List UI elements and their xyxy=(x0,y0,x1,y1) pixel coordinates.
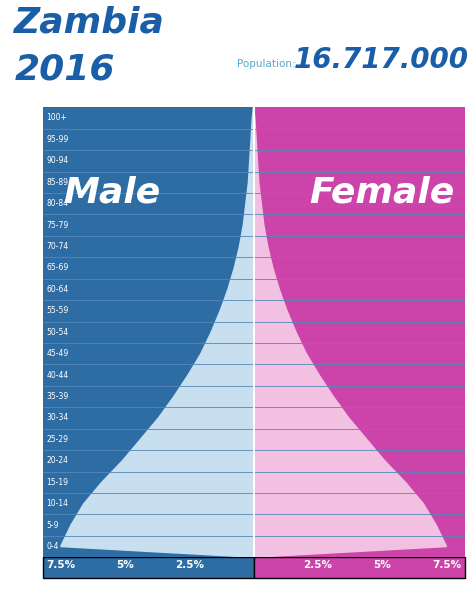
Bar xyxy=(254,386,465,407)
Text: 16.717.000: 16.717.000 xyxy=(294,46,469,73)
Bar xyxy=(43,493,254,514)
FancyBboxPatch shape xyxy=(254,557,465,578)
Text: 35-39: 35-39 xyxy=(46,392,69,401)
Text: 30-34: 30-34 xyxy=(46,414,69,423)
Text: Male: Male xyxy=(64,176,161,210)
Bar xyxy=(43,450,254,471)
Text: 90-94: 90-94 xyxy=(46,156,69,165)
Bar xyxy=(254,514,465,536)
Bar xyxy=(43,279,254,300)
Bar xyxy=(254,300,465,322)
Bar xyxy=(254,107,465,129)
Bar xyxy=(254,172,465,193)
Bar xyxy=(43,129,254,150)
Polygon shape xyxy=(254,107,447,557)
Bar xyxy=(254,364,465,386)
Bar xyxy=(43,343,254,364)
Bar xyxy=(43,322,254,343)
Text: 40-44: 40-44 xyxy=(46,371,69,380)
Bar xyxy=(254,471,465,493)
Text: 0-4: 0-4 xyxy=(46,542,59,551)
Bar xyxy=(43,172,254,193)
Text: Zambia: Zambia xyxy=(14,5,165,39)
Text: 100+: 100+ xyxy=(46,113,67,123)
Bar xyxy=(254,129,465,150)
Bar xyxy=(43,514,254,536)
Text: 45-49: 45-49 xyxy=(46,349,69,358)
Text: 70-74: 70-74 xyxy=(46,242,69,251)
Bar xyxy=(254,279,465,300)
Bar xyxy=(43,215,254,236)
Text: 55-59: 55-59 xyxy=(46,306,69,315)
Text: 75-79: 75-79 xyxy=(46,221,69,229)
Bar xyxy=(43,386,254,407)
Bar xyxy=(254,322,465,343)
Bar xyxy=(43,429,254,450)
Text: 25-29: 25-29 xyxy=(46,435,69,444)
Text: 5-9: 5-9 xyxy=(46,521,59,530)
Text: 15-19: 15-19 xyxy=(46,478,69,487)
Bar xyxy=(43,257,254,279)
Bar xyxy=(254,343,465,364)
Text: 50-54: 50-54 xyxy=(46,328,69,337)
Text: 65-69: 65-69 xyxy=(46,263,69,272)
Text: 80-84: 80-84 xyxy=(46,199,69,208)
Bar xyxy=(254,236,465,257)
Bar xyxy=(43,150,254,172)
Bar xyxy=(254,257,465,279)
Text: Population:: Population: xyxy=(237,59,296,69)
Bar xyxy=(254,429,465,450)
Bar xyxy=(43,236,254,257)
Bar xyxy=(254,407,465,429)
Bar xyxy=(43,107,254,129)
Text: 85-89: 85-89 xyxy=(46,178,69,187)
Bar xyxy=(254,450,465,471)
Bar xyxy=(43,300,254,322)
FancyBboxPatch shape xyxy=(43,557,254,578)
Bar xyxy=(43,536,254,557)
Text: 10-14: 10-14 xyxy=(46,499,69,508)
Text: Female: Female xyxy=(310,176,455,210)
Bar xyxy=(254,536,465,557)
Text: 95-99: 95-99 xyxy=(46,135,69,144)
Bar xyxy=(254,215,465,236)
Bar xyxy=(254,193,465,215)
Text: 60-64: 60-64 xyxy=(46,285,69,294)
Bar xyxy=(43,364,254,386)
Polygon shape xyxy=(61,107,254,557)
Bar xyxy=(43,193,254,215)
Bar xyxy=(43,407,254,429)
Bar xyxy=(254,150,465,172)
Bar xyxy=(43,471,254,493)
Bar xyxy=(254,493,465,514)
Text: 20-24: 20-24 xyxy=(46,457,69,465)
Text: 2016: 2016 xyxy=(14,52,115,86)
